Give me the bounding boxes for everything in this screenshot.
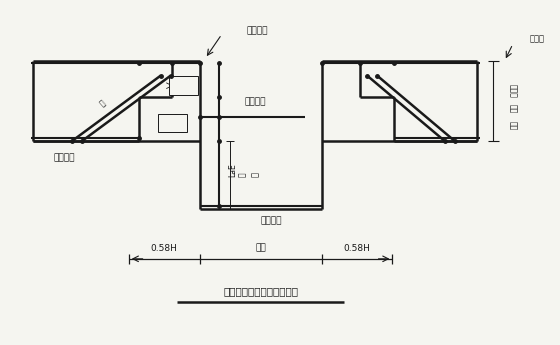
Text: 承台上筋: 承台上筋 [244,98,266,107]
Text: 基础墙: 基础墙 [508,84,517,98]
Text: LaE: LaE [166,115,179,124]
Text: 基础顶: 基础顶 [530,34,544,44]
Text: LaE: LaE [228,163,237,177]
Text: LaE: LaE [176,77,190,86]
Bar [169,77,198,95]
Text: 工: 工 [250,172,259,177]
Text: 桩: 桩 [98,98,108,108]
Text: 0.58H: 0.58H [151,244,178,253]
Text: 0.58H: 0.58H [343,244,370,253]
Text: 承台下筋: 承台下筋 [261,217,282,226]
Text: 承台中井坑配筋示意（一）: 承台中井坑配筋示意（一） [223,286,298,296]
Text: 承台下筋: 承台下筋 [53,154,74,162]
Bar [158,114,187,132]
Text: 工作: 工作 [508,104,517,113]
Text: 胡: 胡 [181,86,186,95]
Text: 腹: 腹 [239,172,248,177]
Text: 胡: 胡 [170,124,175,133]
Text: 承台上筋: 承台上筋 [247,27,268,36]
Text: 深度: 深度 [508,121,517,130]
Text: 井宽: 井宽 [255,244,266,253]
